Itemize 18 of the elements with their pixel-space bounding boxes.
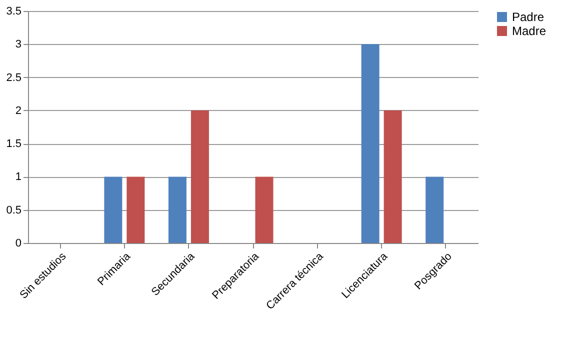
y-tick-label: 3 [15, 38, 22, 51]
bar [426, 176, 444, 243]
bar [104, 176, 122, 243]
y-tick-label: 2.5 [6, 72, 22, 84]
bar [126, 176, 145, 243]
legend-label: Padre [512, 10, 544, 24]
y-tick-label: 1.5 [6, 138, 22, 150]
y-tick-label: 3.5 [6, 6, 22, 18]
y-tick-label: 0 [15, 238, 22, 250]
legend-label: Madre [512, 24, 546, 38]
bar [168, 176, 186, 243]
y-tick-label: 1 [15, 171, 22, 184]
bar [190, 110, 209, 243]
bar [255, 176, 274, 243]
bar [361, 44, 380, 243]
bar [384, 110, 402, 243]
y-tick-label: 2 [15, 104, 22, 117]
y-tick-label: 0.5 [6, 204, 22, 216]
